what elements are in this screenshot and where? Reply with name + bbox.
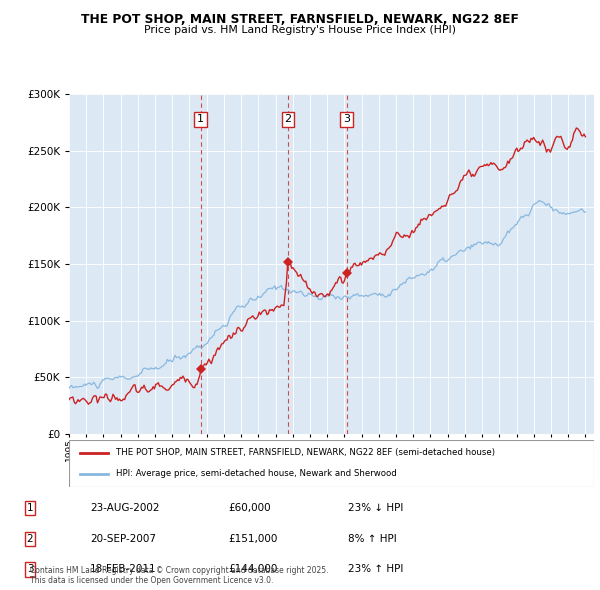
Text: Price paid vs. HM Land Registry's House Price Index (HPI): Price paid vs. HM Land Registry's House … (144, 25, 456, 35)
Text: 20-SEP-2007: 20-SEP-2007 (90, 534, 156, 544)
Text: £60,000: £60,000 (228, 503, 271, 513)
Text: £151,000: £151,000 (228, 534, 277, 544)
Text: 23% ↑ HPI: 23% ↑ HPI (348, 565, 403, 575)
Text: 23% ↓ HPI: 23% ↓ HPI (348, 503, 403, 513)
Text: Contains HM Land Registry data © Crown copyright and database right 2025.
This d: Contains HM Land Registry data © Crown c… (30, 566, 329, 585)
Text: 1: 1 (26, 503, 34, 513)
Text: 23-AUG-2002: 23-AUG-2002 (90, 503, 160, 513)
Text: 2: 2 (284, 114, 292, 124)
Text: HPI: Average price, semi-detached house, Newark and Sherwood: HPI: Average price, semi-detached house,… (116, 469, 397, 478)
Text: THE POT SHOP, MAIN STREET, FARNSFIELD, NEWARK, NG22 8EF (semi-detached house): THE POT SHOP, MAIN STREET, FARNSFIELD, N… (116, 448, 495, 457)
Text: 3: 3 (26, 565, 34, 575)
Text: 18-FEB-2011: 18-FEB-2011 (90, 565, 157, 575)
Text: 8% ↑ HPI: 8% ↑ HPI (348, 534, 397, 544)
Text: £144,000: £144,000 (228, 565, 277, 575)
Text: 3: 3 (343, 114, 350, 124)
Text: 2: 2 (26, 534, 34, 544)
Text: THE POT SHOP, MAIN STREET, FARNSFIELD, NEWARK, NG22 8EF: THE POT SHOP, MAIN STREET, FARNSFIELD, N… (81, 13, 519, 26)
Text: 1: 1 (197, 114, 204, 124)
